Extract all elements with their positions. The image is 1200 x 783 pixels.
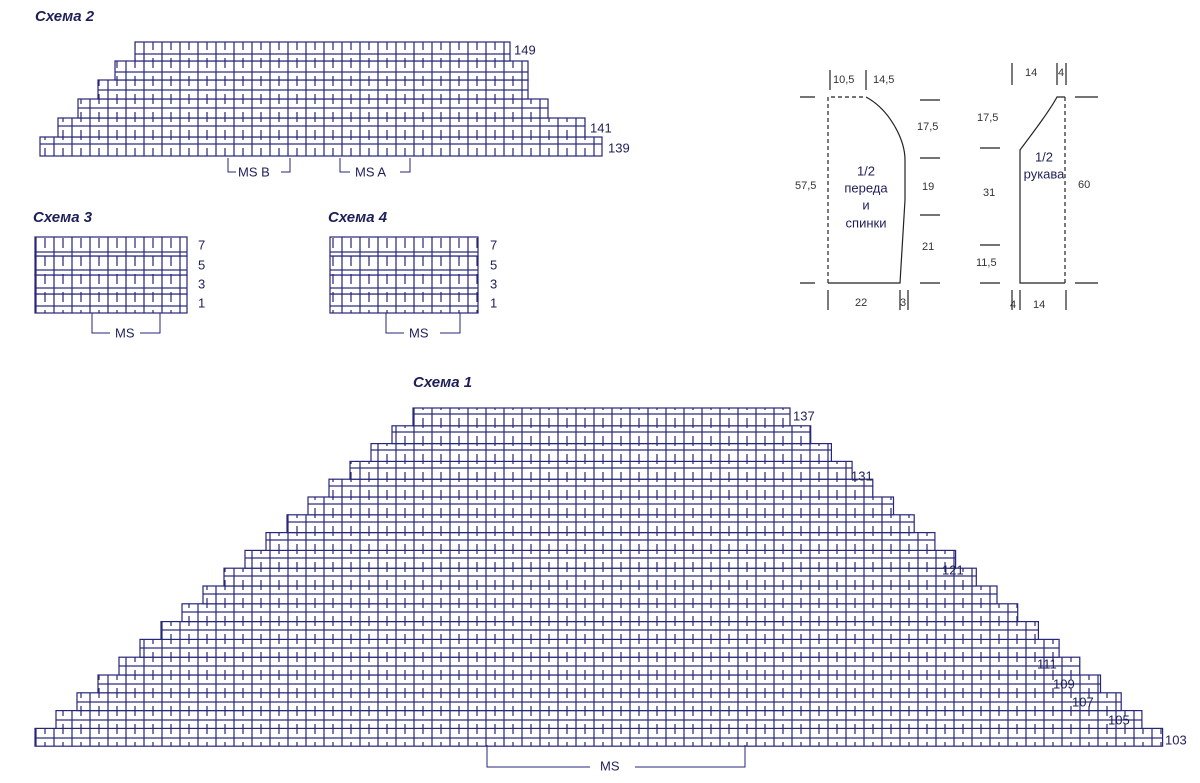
chart-row bbox=[265, 531, 936, 551]
repeat-label: MS bbox=[600, 758, 620, 773]
chart-row bbox=[34, 727, 1164, 747]
scheme-title: Схема 3 bbox=[33, 209, 93, 226]
row-number: 121 bbox=[942, 562, 964, 577]
row-number: 5 bbox=[198, 257, 205, 272]
chart-row bbox=[181, 603, 1019, 623]
measurement: 14 bbox=[1033, 299, 1045, 311]
row-number: 137 bbox=[793, 408, 815, 423]
row-number: 1 bbox=[490, 295, 497, 310]
measurement: 21 bbox=[922, 241, 934, 253]
bracket bbox=[227, 158, 411, 173]
row-number: 109 bbox=[1053, 676, 1075, 691]
row-number: 149 bbox=[514, 42, 536, 57]
chart-row bbox=[412, 407, 791, 427]
measurement: 3 bbox=[900, 297, 906, 309]
chart-row bbox=[77, 98, 549, 119]
row-number: 111 bbox=[1037, 656, 1057, 671]
row-number: 103 bbox=[1165, 732, 1187, 747]
chart-row bbox=[307, 496, 895, 516]
measurement: 60 bbox=[1078, 179, 1090, 191]
measurement: 19 bbox=[922, 181, 934, 193]
chart-row bbox=[160, 620, 1040, 640]
pattern-label: и bbox=[862, 197, 869, 212]
chart-row bbox=[97, 674, 1102, 694]
pattern-label: 1/2 bbox=[857, 163, 875, 178]
pattern-label: рукава bbox=[1024, 166, 1066, 181]
scheme-title: Схема 4 bbox=[328, 209, 388, 226]
chart-row bbox=[391, 425, 812, 445]
pattern-outline bbox=[828, 96, 906, 284]
chart-row bbox=[114, 60, 529, 81]
measurement: 22 bbox=[855, 297, 867, 309]
chart-row bbox=[328, 478, 874, 498]
chart-row bbox=[97, 79, 529, 100]
chart-row bbox=[329, 274, 479, 295]
row-number: 139 bbox=[608, 140, 630, 155]
chart-row bbox=[244, 549, 957, 569]
chart-row bbox=[55, 709, 1143, 729]
chart-row bbox=[76, 692, 1122, 712]
measurement: 10,5 bbox=[833, 74, 854, 86]
row-number: 5 bbox=[490, 257, 497, 272]
chart-row bbox=[329, 255, 479, 276]
bracket bbox=[486, 745, 746, 768]
chart-row bbox=[370, 443, 832, 463]
row-number: 7 bbox=[490, 237, 497, 252]
measurement: 14,5 bbox=[873, 74, 894, 86]
row-number: 131 bbox=[851, 468, 873, 483]
row-number: 105 bbox=[1108, 712, 1130, 727]
pattern-label: спинки bbox=[846, 215, 887, 230]
measurement: 14 bbox=[1025, 67, 1037, 79]
pattern-fold bbox=[827, 96, 866, 283]
chart-row bbox=[329, 293, 479, 314]
measurement: 4 bbox=[1058, 67, 1064, 79]
chart-row bbox=[139, 638, 1060, 658]
measurement: 31 bbox=[983, 187, 995, 199]
chart-row bbox=[286, 514, 915, 534]
row-number: 1 bbox=[198, 295, 205, 310]
chart-row bbox=[223, 567, 977, 587]
measurement: 17,5 bbox=[977, 112, 998, 124]
scheme-title: Схема 2 bbox=[35, 8, 95, 25]
row-number: 3 bbox=[490, 276, 497, 291]
chart-row bbox=[202, 585, 998, 605]
chart-row bbox=[34, 236, 188, 257]
chart-row bbox=[329, 236, 479, 257]
chart-row bbox=[39, 136, 603, 157]
scheme-title: Схема 1 bbox=[413, 374, 472, 391]
measurement: 11,5 bbox=[976, 257, 997, 269]
pattern-label: 1/2 bbox=[1035, 149, 1053, 164]
repeat-label: MS bbox=[409, 325, 429, 340]
bracket bbox=[91, 313, 161, 334]
pattern-label: переда bbox=[844, 180, 888, 195]
dimension-ticks bbox=[980, 63, 1098, 310]
repeat-label: MS B bbox=[238, 164, 270, 179]
repeat-label: MS bbox=[115, 325, 135, 340]
chart-row bbox=[134, 41, 511, 62]
row-number: 7 bbox=[198, 237, 205, 252]
measurement: 17,5 bbox=[917, 121, 938, 133]
row-number: 141 bbox=[590, 120, 612, 135]
chart-row bbox=[118, 656, 1081, 676]
chart-row bbox=[34, 255, 188, 276]
chart-row bbox=[57, 117, 586, 138]
dimension-ticks bbox=[800, 70, 940, 310]
measurement: 57,5 bbox=[795, 180, 816, 192]
bracket bbox=[385, 313, 461, 334]
chart-row bbox=[349, 460, 853, 480]
row-number: 107 bbox=[1072, 694, 1094, 709]
repeat-label: MS A bbox=[355, 164, 386, 179]
row-number: 3 bbox=[198, 276, 205, 291]
pattern-outline bbox=[1019, 96, 1065, 284]
measurement: 4 bbox=[1010, 299, 1016, 311]
chart-row bbox=[34, 293, 188, 314]
chart-row bbox=[34, 274, 188, 295]
